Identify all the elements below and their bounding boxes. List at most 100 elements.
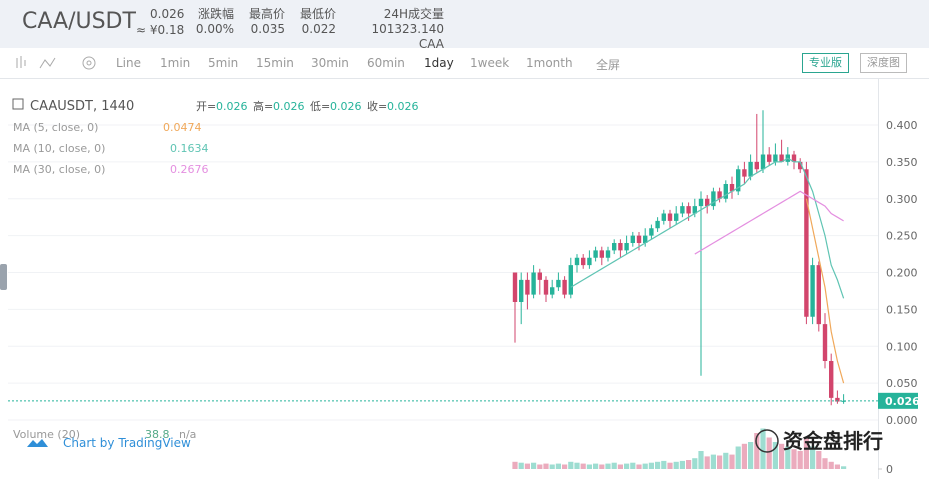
candle-body [674, 213, 679, 221]
volume-bar [791, 449, 797, 469]
volume-bar [698, 451, 704, 469]
candle-body [612, 243, 617, 251]
volume-bar [834, 464, 840, 469]
volume-bar [605, 463, 611, 469]
price-cny: ≈ ¥0.18 [136, 23, 185, 37]
candle-body [531, 272, 536, 295]
toolbar: Line 1min 5min 15min 30min 60min 1day 1week 1mon… [0, 48, 929, 79]
ohlc-value: 0.026 [330, 100, 362, 113]
interval-button[interactable]: 60min [367, 56, 405, 70]
candle-body [791, 154, 797, 162]
candle-body [568, 265, 573, 295]
tv-logo [27, 439, 48, 447]
candle-body [537, 272, 542, 280]
volume-bar [841, 466, 847, 469]
ma-legend: MA (10, close, 0) [13, 142, 105, 155]
candle-body [599, 250, 604, 258]
volume-bar [624, 463, 630, 469]
toolbar-icons [16, 56, 96, 70]
stat-label: 最高价 [248, 7, 285, 21]
volume-bar [741, 443, 747, 469]
candle-body [643, 235, 648, 243]
interval-button[interactable]: 1min [160, 56, 191, 70]
interval-button[interactable]: 15min [256, 56, 294, 70]
candle-body [754, 161, 759, 170]
volume-bar [636, 464, 642, 469]
volume-bar [723, 452, 729, 469]
volume-bar [549, 464, 555, 469]
candle-body [686, 206, 691, 214]
candle-body [748, 161, 753, 177]
last-price-label: 0.026 [885, 395, 920, 408]
credit: Chart by TradingView [63, 436, 191, 450]
candle-body [630, 235, 635, 243]
volume-bar [655, 461, 661, 469]
volume-tick-label: 0 [886, 463, 893, 476]
candle-body [543, 279, 549, 295]
ohlc-value: 0.026 [216, 100, 248, 113]
candle-body [587, 257, 592, 266]
candle-body [680, 206, 685, 214]
candle-body [667, 213, 673, 221]
pro-button[interactable]: 专业版 [802, 53, 849, 73]
interval-button[interactable]: 30min [311, 56, 349, 70]
interval-button[interactable]: 1month [526, 56, 573, 70]
volume-bar [555, 463, 561, 469]
watermark: 资金盘排行 [783, 429, 883, 453]
volume-bar [828, 461, 834, 469]
interval-button[interactable]: 5min [208, 56, 239, 70]
depth-button[interactable]: 深度图 [860, 53, 907, 73]
watermark-icon [755, 429, 779, 453]
volume-bar [822, 458, 828, 469]
volume-bar [512, 461, 518, 469]
volume-bar [735, 446, 741, 469]
candle-body [810, 265, 815, 317]
volume-bar [648, 462, 654, 469]
volume-bar [580, 463, 586, 469]
volume-bar [518, 462, 524, 469]
volume-bar [710, 454, 716, 469]
fullscreen-button[interactable]: 全屏 [596, 58, 621, 72]
candle-body [519, 279, 524, 302]
volume-bar [816, 451, 822, 469]
interval-button[interactable]: Line [116, 56, 142, 70]
candle-body [804, 169, 809, 317]
ohlc-label: 低= [310, 100, 330, 113]
volume-bar [766, 437, 772, 469]
volume-bar [729, 454, 735, 469]
stat: 最低价 0.022 [236, 7, 336, 37]
volume-bar [562, 464, 568, 469]
volume-bar [673, 461, 679, 469]
stat: 最高价 0.035 [185, 7, 285, 37]
ohlc-value: 0.026 [273, 100, 305, 113]
volume-bar [537, 464, 543, 469]
volume-bar [661, 460, 667, 469]
ma-legend: MA (5, close, 0) [13, 121, 98, 134]
candle-body [562, 279, 567, 295]
interval-button[interactable]: 1day [424, 56, 454, 70]
volume-bar [593, 463, 599, 469]
stat-value: 0.00% [195, 22, 234, 36]
interval-button[interactable]: 1week [470, 56, 510, 70]
candle-body [649, 228, 654, 236]
candle-body [512, 272, 518, 302]
candle-body [841, 400, 846, 402]
candle-body [717, 191, 722, 199]
pair: CAA/USDT [22, 9, 136, 34]
candle-body [574, 257, 580, 266]
volume-bar [574, 462, 580, 469]
candle-body [661, 213, 666, 221]
stat-value: 0.022 [301, 22, 336, 36]
candle-body [525, 279, 530, 295]
y-tick-label: 0.000 [886, 414, 918, 427]
candle-body [729, 184, 735, 192]
candle-body [605, 250, 611, 258]
volume-legend: Volume (20) [13, 428, 80, 441]
volume-legend-extra: n/a [179, 428, 196, 441]
candle-body [624, 243, 629, 251]
price: 0.026 [150, 7, 185, 21]
stat-label: 最低价 [299, 7, 336, 21]
volume-bar [679, 460, 685, 469]
chart-title: CAAUSDT, 1440 [30, 99, 134, 114]
candle-body [636, 235, 642, 243]
